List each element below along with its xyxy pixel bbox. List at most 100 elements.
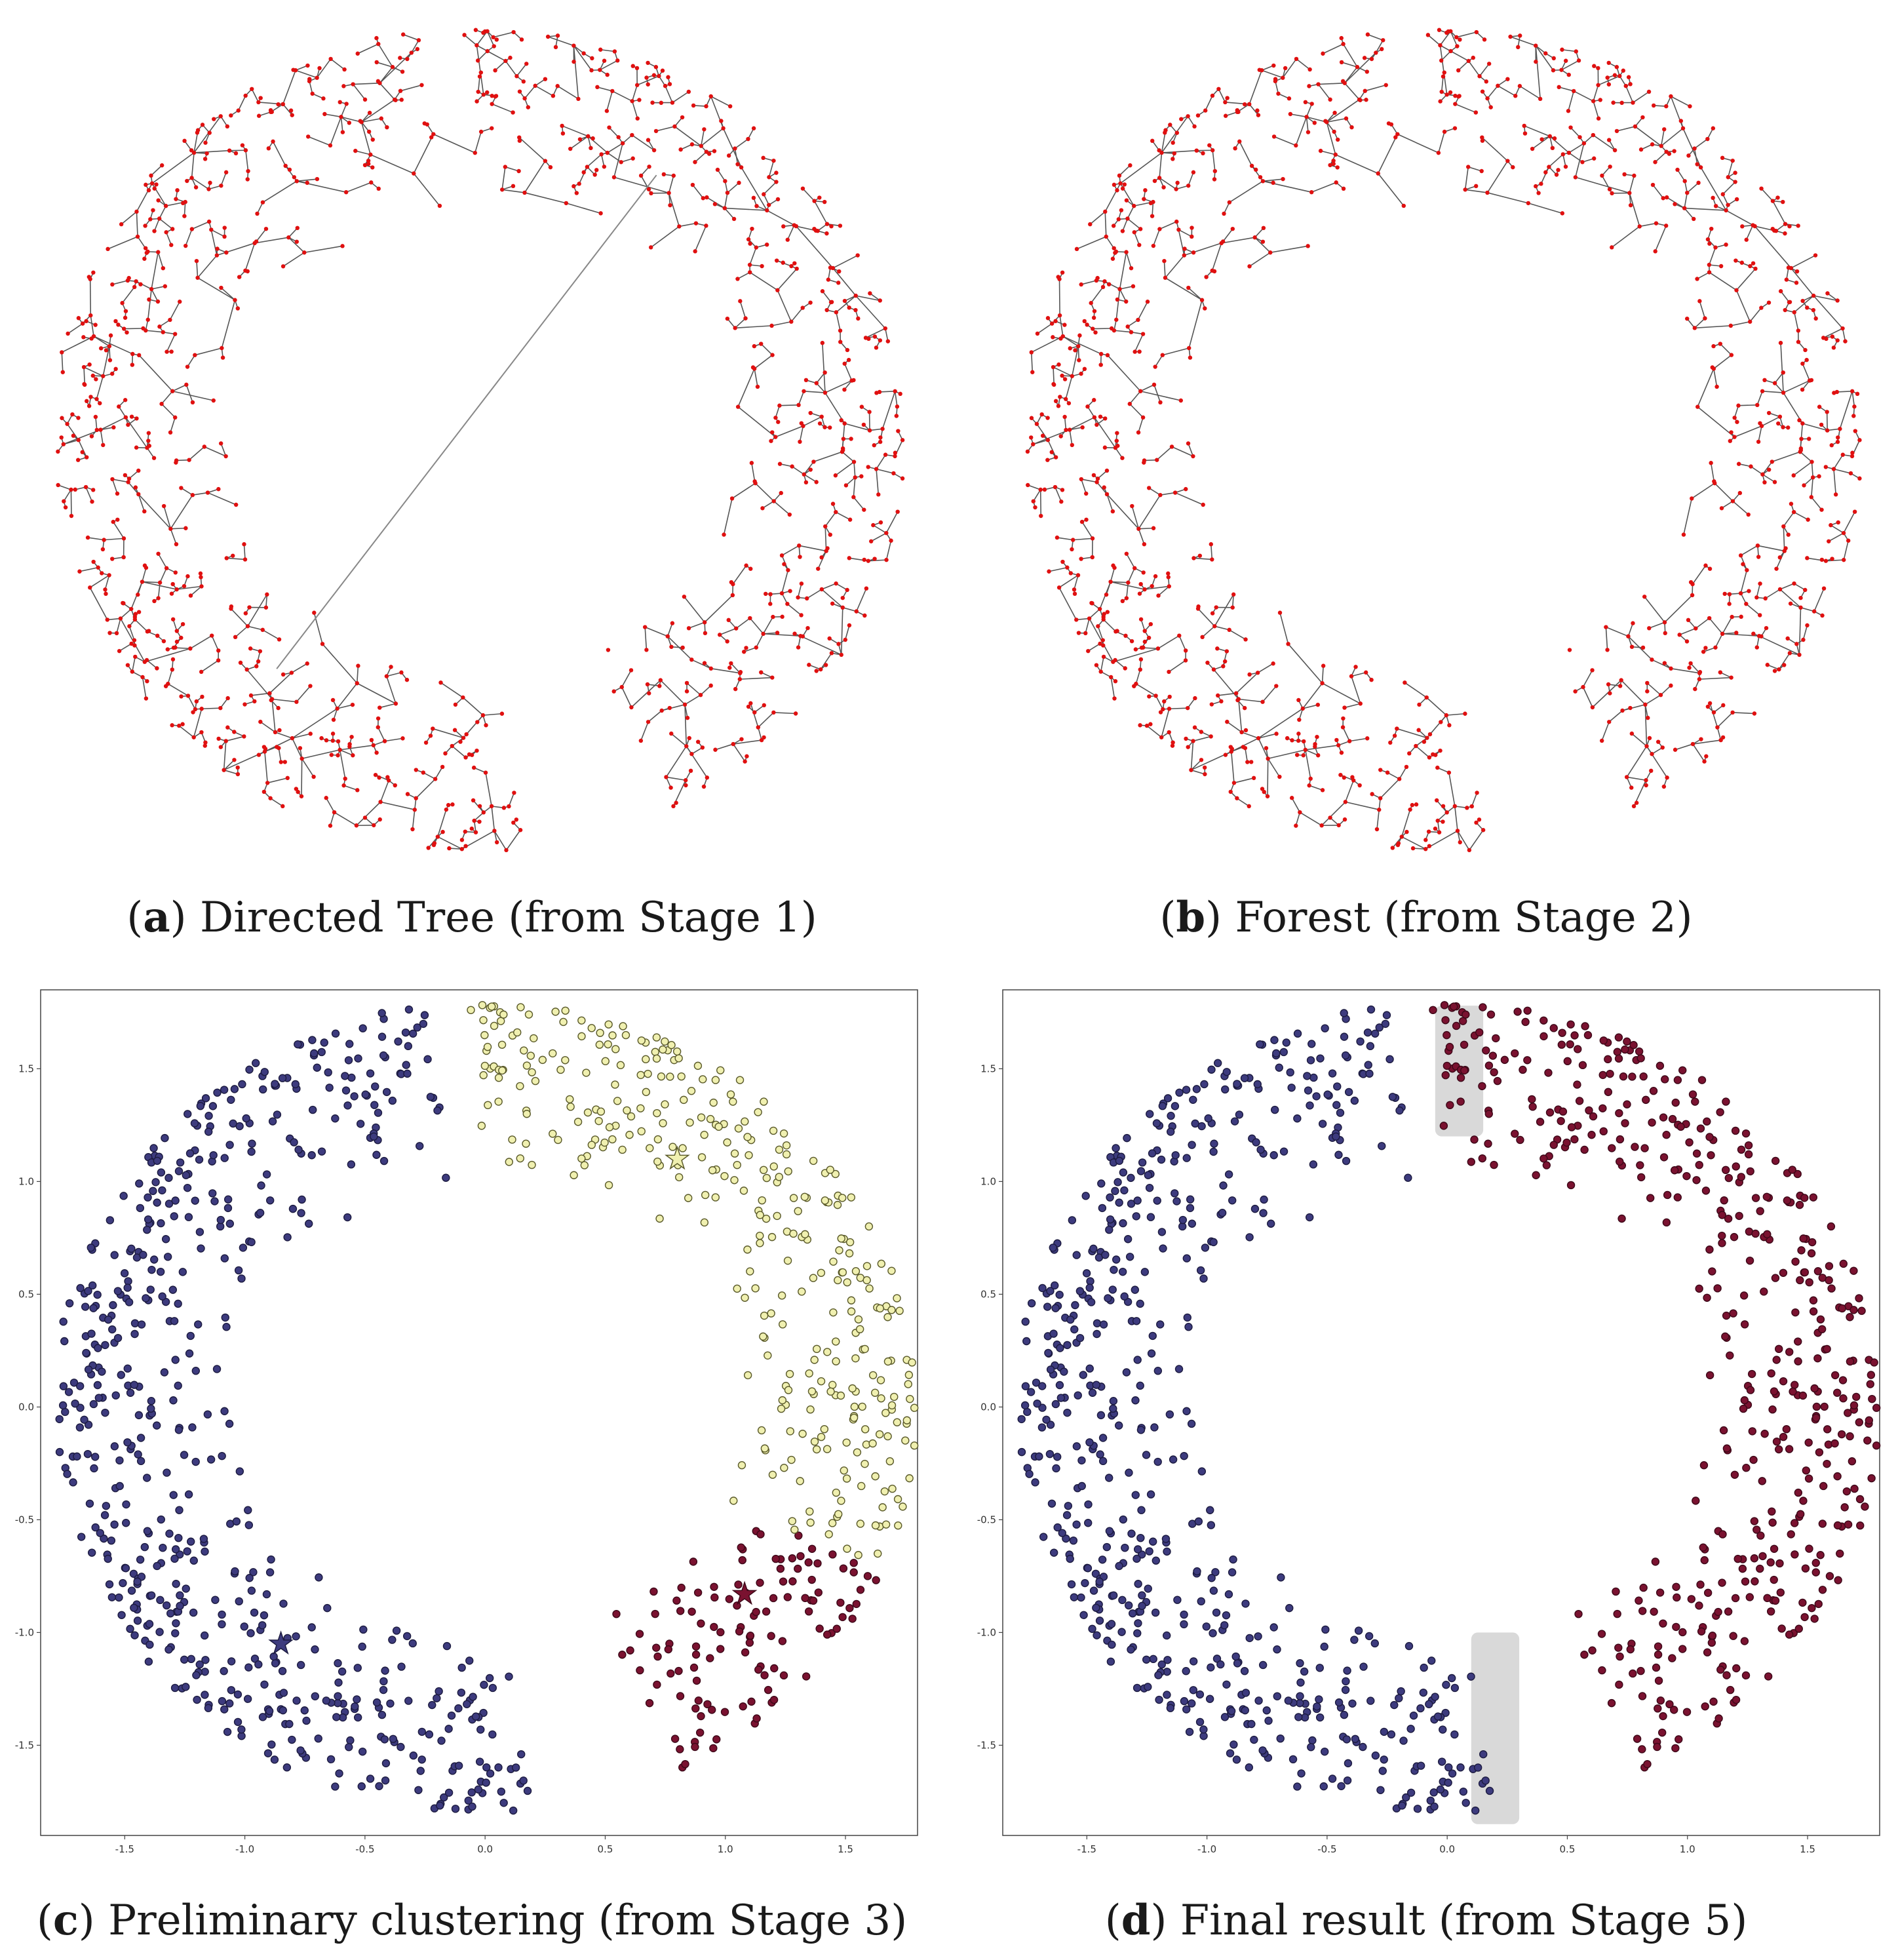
scatter-point-blue <box>201 1691 209 1699</box>
tree-edge <box>1238 699 1243 733</box>
tree-node <box>80 321 85 326</box>
tree-node <box>1102 279 1107 284</box>
tree-node <box>1711 195 1715 201</box>
tree-node <box>1086 648 1091 654</box>
tree-edge <box>83 366 86 385</box>
tree-node <box>1857 438 1862 442</box>
tree-edge <box>146 659 157 669</box>
tree-node <box>1477 817 1482 822</box>
x-tick-label: 1.0 <box>718 1843 733 1855</box>
tree-edge <box>1304 749 1311 779</box>
tree-node <box>489 804 494 809</box>
tree-node <box>781 260 785 265</box>
tree-node <box>1781 524 1786 529</box>
tree-node <box>315 75 319 80</box>
tree-edge <box>737 271 750 280</box>
tree-node <box>184 526 188 530</box>
tree-edge <box>1811 496 1823 511</box>
tree-node <box>222 768 226 772</box>
tree-node <box>1300 706 1306 711</box>
tree-edge <box>670 733 687 747</box>
tree-node <box>1651 103 1656 108</box>
tree-edge <box>1745 225 1754 241</box>
tree-node <box>799 421 804 425</box>
scatter-point-blue <box>130 1319 140 1327</box>
tree-edge <box>330 117 342 146</box>
tree-node <box>1606 682 1611 687</box>
tree-edge <box>1397 728 1427 739</box>
tree-edge <box>1570 127 1581 138</box>
tree-node <box>1669 94 1673 99</box>
tree-node <box>503 165 508 169</box>
tree-edge <box>1441 50 1452 61</box>
scatter-point-yellow <box>764 1351 772 1360</box>
tree-edge <box>763 181 777 195</box>
tree-node <box>1427 844 1432 848</box>
scatter-point-blue <box>84 1287 92 1295</box>
scatter-point-blue <box>447 1711 456 1720</box>
tree-node <box>1283 66 1288 71</box>
scatter-point-blue <box>378 1032 387 1041</box>
scatter-point-blue <box>59 1382 68 1390</box>
tree-edge <box>1644 704 1648 747</box>
tree-node <box>185 694 191 698</box>
tree-edge <box>1027 484 1041 490</box>
scatter-point-blue <box>176 1601 184 1611</box>
tree-node <box>1467 848 1472 853</box>
tree-node <box>174 197 178 201</box>
tree-edge <box>756 633 764 648</box>
tree-node <box>807 663 811 667</box>
tree-node <box>1210 557 1214 562</box>
tree-node <box>611 175 617 180</box>
tree-edge <box>1519 85 1541 100</box>
tree-edge <box>1233 777 1254 784</box>
tree-node <box>174 629 180 633</box>
tree-edge <box>1058 587 1077 620</box>
tree-node <box>69 487 73 492</box>
tree-node <box>107 343 112 349</box>
tree-node <box>1643 702 1648 707</box>
tree-node <box>1551 56 1556 61</box>
scatter-point-yellow <box>910 1403 919 1412</box>
tree-node <box>1386 121 1391 126</box>
tree-edge <box>1342 727 1350 741</box>
tree-node <box>658 678 663 682</box>
tree-node <box>1152 178 1157 184</box>
tree-node <box>147 297 151 302</box>
tree-node <box>611 689 616 694</box>
tree-node <box>1688 579 1694 585</box>
tree-node <box>117 404 121 409</box>
tree-edge <box>1793 312 1799 331</box>
tree-edge <box>1627 776 1646 781</box>
tree-node <box>1101 654 1106 659</box>
tree-node <box>101 442 106 448</box>
tree-node <box>1223 113 1228 118</box>
tree-edge <box>1626 745 1648 777</box>
tree-edge <box>1367 33 1384 41</box>
tree-node <box>586 134 591 139</box>
tree-node <box>792 223 796 227</box>
tree-node <box>689 752 694 756</box>
tree-edge <box>1140 384 1155 392</box>
tree-node <box>1606 60 1611 66</box>
scatter-point-blue <box>188 1423 197 1432</box>
tree-node <box>1342 705 1347 710</box>
tree-node <box>159 401 164 406</box>
tree-node <box>847 556 851 560</box>
tree-edge <box>1441 76 1444 92</box>
tree-edge <box>1457 831 1470 851</box>
tree-edge <box>243 544 246 560</box>
tree-node <box>1734 631 1739 635</box>
tree-node <box>1138 227 1143 231</box>
scatter-point-blue <box>119 1578 127 1588</box>
scatter-point-yellow <box>823 1445 832 1453</box>
tree-node <box>1062 414 1067 420</box>
scatter-point-blue <box>262 1170 271 1179</box>
tree-node <box>1209 734 1213 739</box>
tree-node <box>1781 199 1785 205</box>
tree-node <box>1355 65 1360 69</box>
tree-edge <box>1629 193 1640 227</box>
scatter-point-yellow <box>697 1113 706 1122</box>
tree-node <box>180 722 185 726</box>
tree-node <box>1138 657 1144 662</box>
